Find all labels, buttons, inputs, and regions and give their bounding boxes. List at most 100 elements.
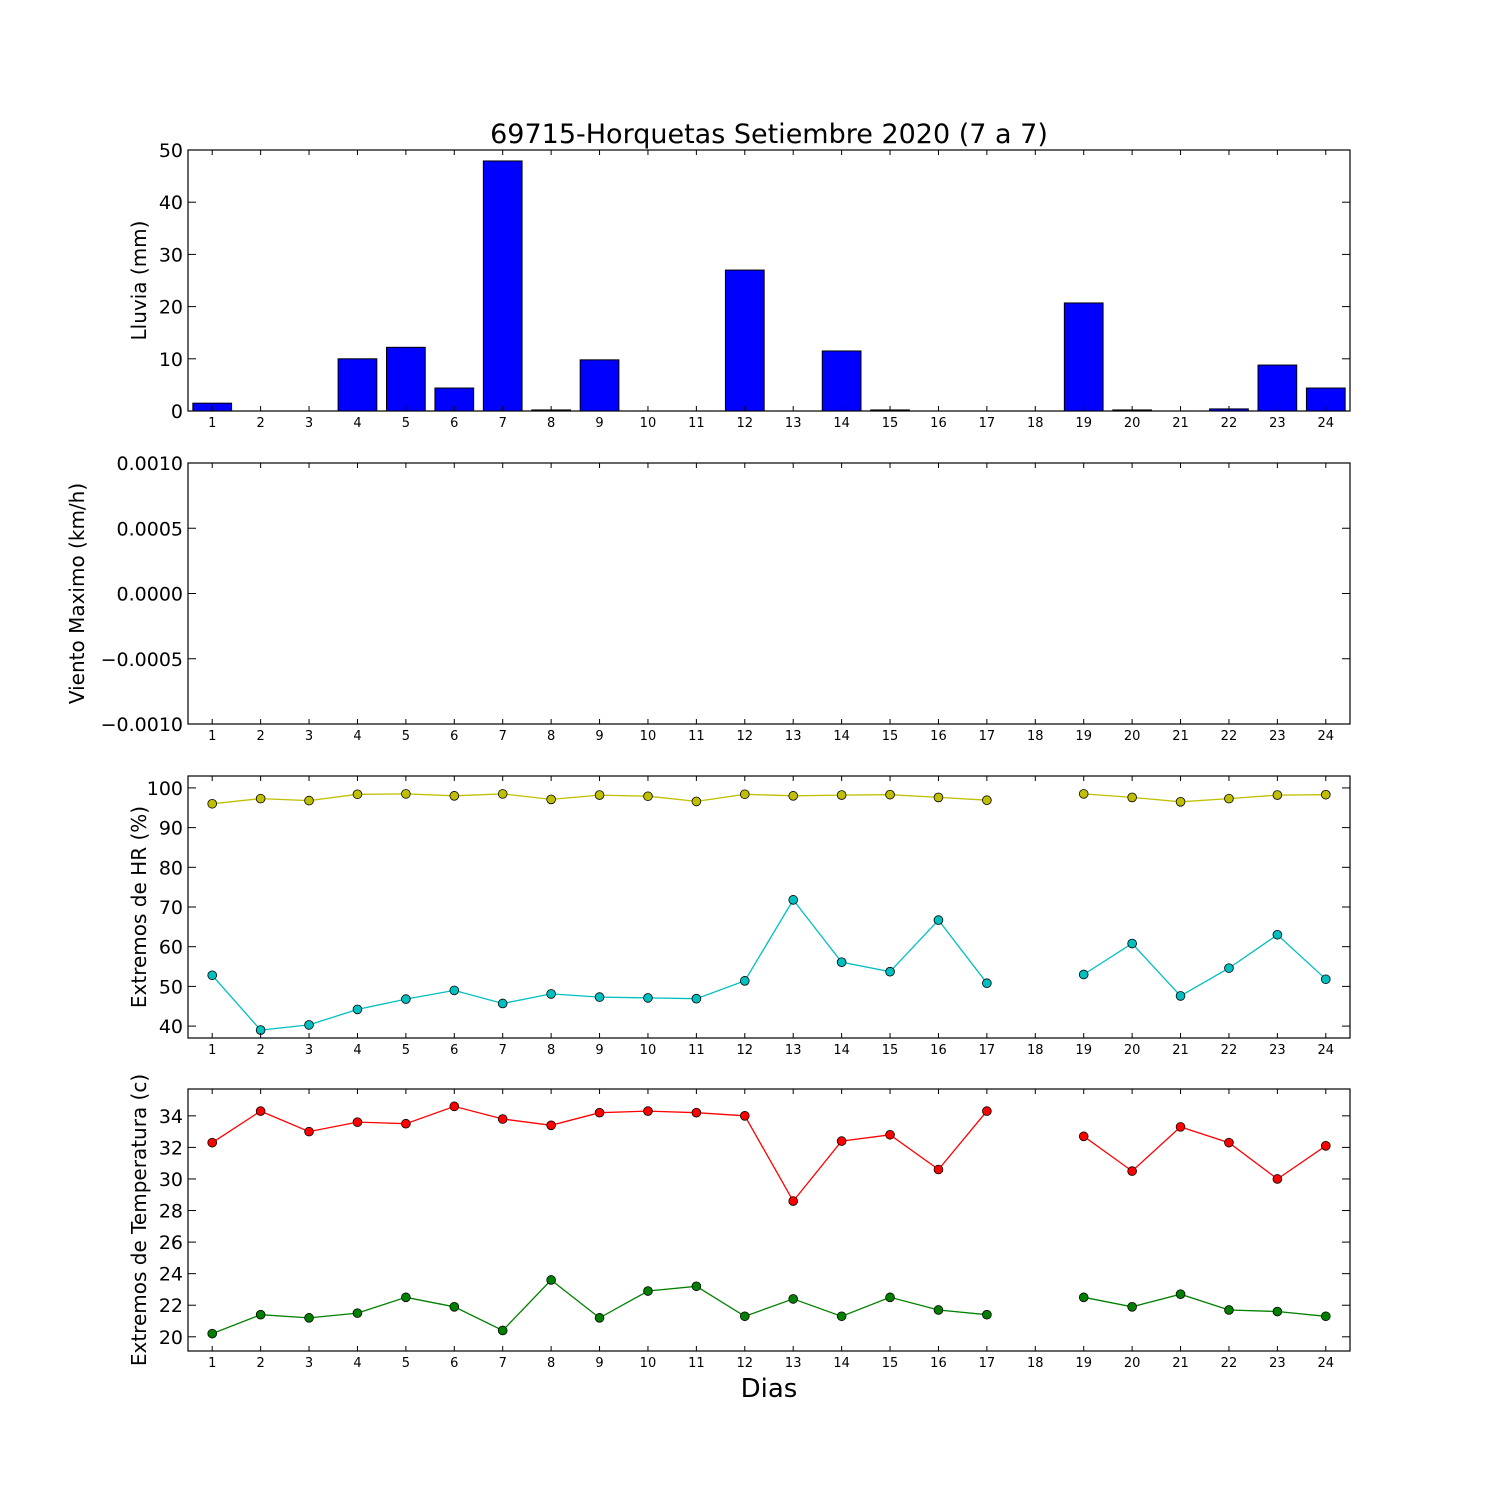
x-tick-label: 16 <box>930 1043 947 1058</box>
y-axis-label: Lluvia (mm) <box>127 221 151 341</box>
plot-frame <box>187 149 1351 412</box>
x-tick-label: 17 <box>979 1356 996 1371</box>
x-tick-label: 6 <box>450 729 458 744</box>
x-axis-label: Dias <box>741 1374 798 1404</box>
series-line <box>1083 1293 1326 1317</box>
rain-bar <box>337 358 378 412</box>
x-tick-label: 10 <box>640 1356 657 1371</box>
data-point <box>885 1292 895 1303</box>
x-tick-label: 17 <box>979 1043 996 1058</box>
x-tick-label: 16 <box>930 729 947 744</box>
data-point <box>885 789 895 800</box>
x-tick-label: 3 <box>305 1356 313 1371</box>
data-point <box>497 1325 508 1336</box>
data-point <box>304 795 314 806</box>
data-point <box>982 978 992 989</box>
data-point <box>255 1106 266 1116</box>
data-point <box>1224 963 1234 973</box>
data-point <box>255 1309 266 1320</box>
x-tick-label: 9 <box>595 1356 603 1371</box>
data-point <box>401 1118 411 1129</box>
x-tick-label: 4 <box>353 1043 361 1058</box>
x-tick-label: 21 <box>1172 729 1189 744</box>
data-point <box>594 1313 605 1323</box>
data-point <box>739 1311 750 1322</box>
x-tick-label: 3 <box>305 1043 313 1058</box>
x-tick-label: 10 <box>640 416 657 431</box>
x-tick-label: 5 <box>402 1043 410 1058</box>
y-tick-label: 50 <box>159 140 183 162</box>
y-tick-label: 60 <box>159 937 183 959</box>
data-point <box>401 1292 411 1303</box>
data-point <box>1224 1305 1234 1315</box>
data-point <box>691 1281 702 1292</box>
data-point <box>836 957 847 967</box>
data-point <box>304 1313 314 1323</box>
x-tick-label: 22 <box>1221 416 1238 431</box>
data-point <box>1272 1306 1283 1317</box>
data-point <box>982 1106 992 1116</box>
data-point <box>982 795 992 806</box>
rain-bar <box>386 346 426 412</box>
x-tick-label: 17 <box>979 729 996 744</box>
data-point <box>497 789 508 799</box>
x-tick-label: 12 <box>737 416 754 431</box>
data-point <box>1320 1141 1331 1151</box>
data-point <box>1078 789 1089 799</box>
data-point <box>739 976 750 986</box>
x-tick-label: 8 <box>547 1043 555 1058</box>
x-tick-label: 18 <box>1027 729 1044 744</box>
y-tick-label: 28 <box>159 1201 183 1223</box>
data-point <box>401 994 411 1004</box>
x-tick-label: 8 <box>547 729 555 744</box>
data-point <box>546 1275 556 1285</box>
data-point <box>1127 1302 1137 1312</box>
data-point <box>594 790 605 800</box>
data-point <box>691 993 702 1004</box>
x-tick-label: 18 <box>1027 1043 1044 1058</box>
panel-2: 1 2 3 4 5 6 7 8 9 10 11 12 13 14 15 16 17 18 19 20 21 22 23 24−… <box>65 453 1351 744</box>
data-point <box>304 1126 314 1137</box>
x-tick-label: 14 <box>833 1356 850 1371</box>
x-tick-label: 13 <box>785 416 802 431</box>
y-tick-label: 50 <box>159 976 183 998</box>
x-tick-label: 3 <box>305 729 313 744</box>
data-point <box>546 794 556 805</box>
data-point <box>207 1328 218 1339</box>
data-point <box>691 1107 702 1118</box>
data-point <box>449 1101 460 1112</box>
data-point <box>1320 789 1331 800</box>
data-point <box>449 791 460 801</box>
x-tick-label: 15 <box>882 416 899 431</box>
x-tick-label: 15 <box>882 1356 899 1371</box>
x-tick-label: 9 <box>595 729 603 744</box>
y-axis-label: Extremos de HR (%) <box>127 806 151 1008</box>
y-tick-label: 0.0000 <box>117 584 183 606</box>
y-tick-label: 22 <box>159 1295 183 1317</box>
x-tick-label: 23 <box>1269 1043 1286 1058</box>
rain-bar <box>579 359 620 412</box>
data-point <box>643 791 653 802</box>
x-tick-label: 11 <box>688 1043 705 1058</box>
series-line <box>1083 1126 1327 1180</box>
y-tick-label: 80 <box>159 857 183 879</box>
chart-panels: 1 2 3 4 5 6 7 8 9 10 11 12 13 14 15 16 17 18 19 20 21 22 23 240… <box>65 140 1351 1371</box>
data-point <box>401 789 411 799</box>
x-tick-label: 1 <box>208 729 216 744</box>
data-point <box>1078 1131 1089 1142</box>
x-tick-label: 22 <box>1221 1356 1238 1371</box>
x-tick-label: 21 <box>1172 1356 1189 1371</box>
rain-bar <box>724 269 765 412</box>
x-tick-label: 4 <box>353 729 361 744</box>
y-tick-label: 90 <box>159 818 183 840</box>
x-tick-label: 20 <box>1124 416 1141 431</box>
x-tick-label: 7 <box>499 416 507 431</box>
data-point <box>739 1111 750 1121</box>
x-tick-label: 15 <box>882 729 899 744</box>
x-tick-label: 12 <box>737 729 754 744</box>
y-tick-label: 30 <box>159 244 183 266</box>
data-point <box>1078 969 1089 980</box>
x-tick-label: 9 <box>595 1043 603 1058</box>
x-tick-label: 6 <box>450 1356 458 1371</box>
